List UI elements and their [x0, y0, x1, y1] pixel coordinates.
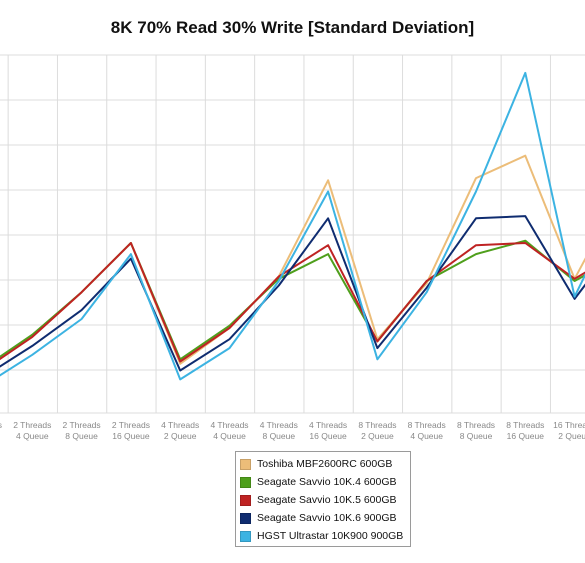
legend-label: Toshiba MBF2600RC 600GB	[257, 458, 393, 470]
x-tick-label: 8 Threads	[408, 420, 446, 430]
series-line-seagate-savvio-10k-5-600gb	[0, 242, 585, 363]
x-tick-label: 4 Threads	[260, 420, 298, 430]
x-tick-label: 8 Threads	[506, 420, 544, 430]
legend-label: Seagate Savvio 10K.4 600GB	[257, 476, 397, 488]
x-tick-label: 16 Queue	[309, 431, 347, 441]
legend-swatch	[240, 530, 251, 542]
x-tick-label: 2 Threads	[112, 420, 150, 430]
legend-swatch	[240, 512, 251, 524]
legend-label: Seagate Savvio 10K.5 600GB	[257, 494, 397, 506]
legend-item: Toshiba MBF2600RC 600GB	[240, 455, 410, 473]
x-tick-label: 2 Queue	[164, 431, 197, 441]
x-tick-label: 2 Threads	[0, 420, 2, 430]
x-tick-label: 4 Queue	[16, 431, 49, 441]
x-tick-label: 4 Queue	[410, 431, 443, 441]
x-tick-label: 4 Threads	[309, 420, 347, 430]
legend-item: HGST Ultrastar 10K900 900GB	[240, 527, 410, 545]
x-tick-label: 2 Threads	[13, 420, 51, 430]
chart-legend: Toshiba MBF2600RC 600GB Seagate Savvio 10…	[235, 451, 411, 547]
legend-label: HGST Ultrastar 10K900 900GB	[257, 530, 404, 542]
chart-title: 8K 70% Read 30% Write [Standard Deviatio…	[110, 18, 475, 37]
legend-label: Seagate Savvio 10K.6 900GB	[257, 512, 397, 524]
x-tick-label: 16 Threads	[553, 420, 585, 430]
x-tick-label: 8 Threads	[358, 420, 396, 430]
x-tick-label: 8 Queue	[65, 431, 98, 441]
x-tick-label: 2 Threads	[63, 420, 101, 430]
legend-item: Seagate Savvio 10K.4 600GB	[240, 473, 410, 491]
x-tick-label: 16 Queue	[507, 431, 545, 441]
x-tick-label: 8 Queue	[262, 431, 295, 441]
legend-item: Seagate Savvio 10K.6 900GB	[240, 509, 410, 527]
legend-swatch	[240, 494, 251, 506]
x-tick-label: 4 Threads	[161, 420, 199, 430]
x-tick-label: 4 Queue	[213, 431, 246, 441]
legend-item: Seagate Savvio 10K.5 600GB	[240, 491, 410, 509]
series-line-seagate-savvio-10k-6-900gb	[0, 215, 585, 372]
x-tick-label: 8 Threads	[457, 420, 495, 430]
series-line-hgst-ultrastar-10k900-900gb	[0, 71, 585, 381]
legend-swatch	[240, 476, 251, 488]
x-tick-label: 16 Queue	[112, 431, 150, 441]
x-tick-label: 4 Threads	[210, 420, 248, 430]
x-tick-label: 2 Queue	[361, 431, 394, 441]
series-line-toshiba-mbf2600rc-600gb	[0, 154, 585, 365]
x-tick-label: 2 Queue	[558, 431, 585, 441]
legend-swatch	[240, 458, 251, 470]
x-tick-label: 8 Queue	[460, 431, 493, 441]
